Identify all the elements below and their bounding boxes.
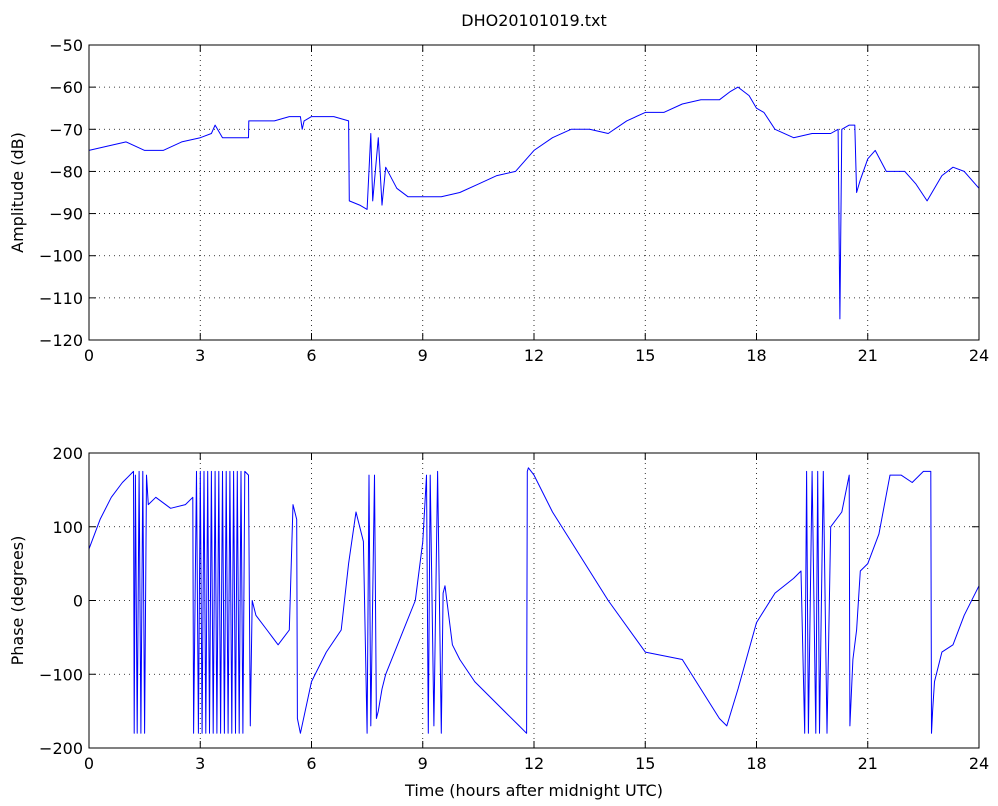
amplitude-y-tick-label: −90 <box>49 205 83 224</box>
phase-y-tick-label: −100 <box>39 665 83 684</box>
phase-y-tick-label: 100 <box>52 518 83 537</box>
amplitude-ticks: 0 3 6 9 12 15 18 21 24 −120 −110 −100 −90 −80 −70 −60 −5… <box>39 36 989 365</box>
phase-y-tick-label: 0 <box>73 592 83 611</box>
amplitude-y-tick-label: −70 <box>49 120 83 139</box>
phase-y-tick-label: 200 <box>52 444 83 463</box>
amplitude-grid <box>89 45 979 340</box>
amplitude-x-tick-label: 6 <box>306 346 316 365</box>
amplitude-y-tick-label: −110 <box>39 289 83 308</box>
amplitude-y-tick-label: −80 <box>49 162 83 181</box>
phase-x-tick-label: 0 <box>84 754 94 773</box>
amplitude-x-tick-label: 0 <box>84 346 94 365</box>
amplitude-y-tick-label: −120 <box>39 331 83 350</box>
phase-x-tick-label: 12 <box>524 754 544 773</box>
amplitude-x-tick-label: 15 <box>635 346 655 365</box>
phase-ticks: 0 3 6 9 12 15 18 21 24 −200 −100 0 100 200 <box>39 444 989 773</box>
phase-x-tick-label: 15 <box>635 754 655 773</box>
amplitude-axes: 0 3 6 9 12 15 18 21 24 −120 −110 −100 −90 −80 −70 −60 −5… <box>8 11 989 365</box>
phase-y-tick-label: −200 <box>39 739 83 758</box>
chart-title: DHO20101019.txt <box>461 11 606 30</box>
phase-x-tick-label: 24 <box>969 754 989 773</box>
amplitude-y-tick-label: −100 <box>39 247 83 266</box>
phase-x-tick-label: 9 <box>418 754 428 773</box>
amplitude-x-tick-label: 21 <box>858 346 878 365</box>
phase-x-tick-label: 6 <box>306 754 316 773</box>
amplitude-y-tick-label: −50 <box>49 36 83 55</box>
phase-x-tick-label: 18 <box>746 754 766 773</box>
phase-x-tick-label: 3 <box>195 754 205 773</box>
phase-axes: 0 3 6 9 12 15 18 21 24 −200 −100 0 100 200 Time (hour… <box>8 444 989 800</box>
amplitude-y-tick-label: −60 <box>49 78 83 97</box>
amplitude-series <box>88 86 980 320</box>
amplitude-x-tick-label: 12 <box>524 346 544 365</box>
amplitude-x-tick-label: 24 <box>969 346 989 365</box>
amplitude-y-axis-label: Amplitude (dB) <box>8 132 27 253</box>
amplitude-x-tick-label: 18 <box>746 346 766 365</box>
phase-x-axis-label: Time (hours after midnight UTC) <box>404 781 663 800</box>
phase-grid <box>89 453 979 748</box>
phase-series <box>88 467 980 734</box>
amplitude-series-line <box>88 86 980 320</box>
amplitude-x-tick-label: 3 <box>195 346 205 365</box>
phase-x-tick-label: 21 <box>858 754 878 773</box>
phase-series-line <box>88 467 980 734</box>
phase-y-axis-label: Phase (degrees) <box>8 536 27 666</box>
amplitude-x-tick-label: 9 <box>418 346 428 365</box>
